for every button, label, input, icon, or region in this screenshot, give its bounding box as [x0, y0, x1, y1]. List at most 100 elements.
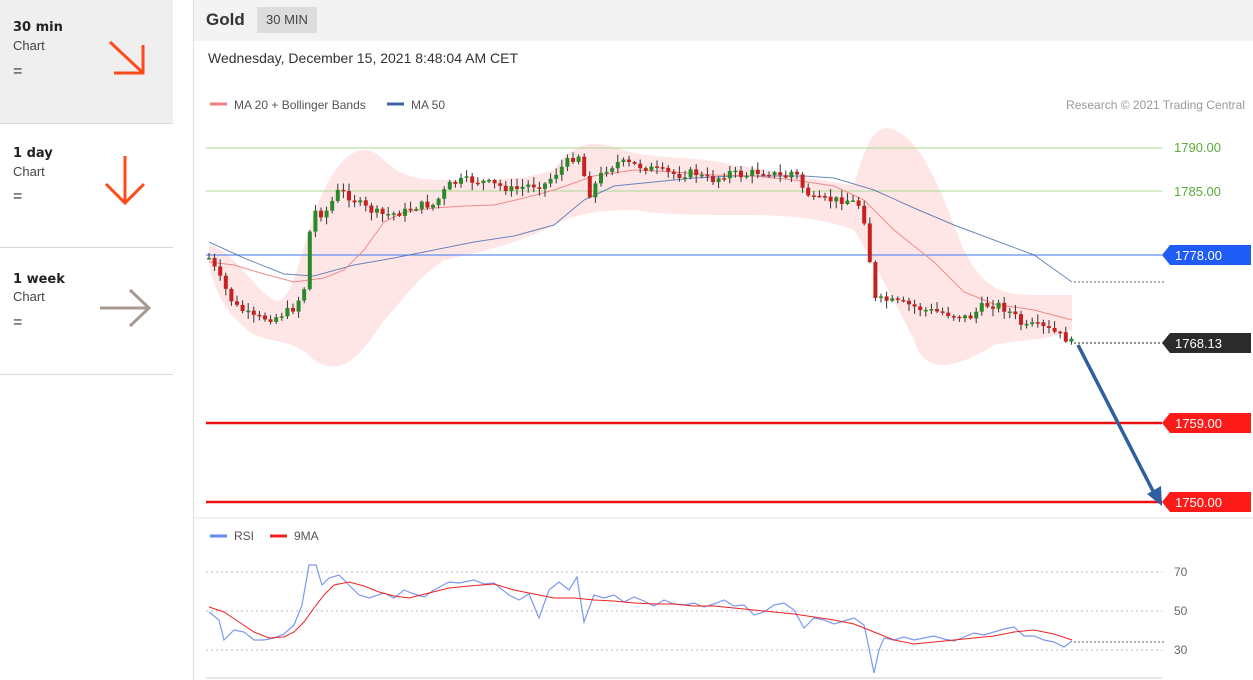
- candle-body: [212, 257, 217, 267]
- candle-body: [800, 174, 805, 188]
- candle-body: [274, 317, 279, 322]
- candle-body: [604, 171, 609, 174]
- ma50-legend-label: MA 50: [411, 98, 445, 112]
- candle-body: [1007, 311, 1012, 314]
- candle-body: [207, 257, 211, 260]
- candle-body: [268, 319, 273, 322]
- candle-body: [531, 184, 536, 188]
- candle-body: [823, 196, 827, 198]
- sidebar-item-1week[interactable]: 1 week Chart =: [0, 248, 173, 375]
- candle-body: [621, 159, 626, 162]
- candle-body: [884, 296, 889, 301]
- candle-body: [711, 175, 715, 183]
- sidebar-period-label: 30 min: [13, 20, 63, 35]
- candle-body: [940, 311, 945, 313]
- candle-body: [229, 288, 234, 302]
- candle-body: [839, 197, 844, 204]
- rsi-tick-30: 30: [1174, 643, 1188, 657]
- candle-body: [324, 210, 329, 218]
- candle-body: [335, 189, 340, 201]
- candle-body: [968, 315, 973, 319]
- candle-body: [727, 170, 732, 179]
- candle-body: [811, 195, 816, 197]
- candle-body: [537, 187, 542, 189]
- candle-body: [655, 166, 659, 168]
- candle-body: [957, 316, 962, 319]
- candle-body: [671, 171, 676, 174]
- candle-body: [991, 306, 995, 309]
- candle-body: [571, 158, 575, 162]
- candle-body: [285, 307, 290, 317]
- interval-badge[interactable]: 30 MIN: [257, 7, 317, 33]
- candle-body: [425, 201, 430, 208]
- candle-body: [431, 204, 435, 208]
- chart-panel: Gold 30 MIN Wednesday, December 15, 2021…: [193, 0, 1253, 680]
- candle-body: [576, 156, 581, 162]
- candle-body: [1035, 322, 1040, 324]
- sidebar-item-1day[interactable]: 1 day Chart =: [0, 124, 173, 248]
- candle-body: [660, 167, 665, 169]
- candle-body: [666, 167, 671, 172]
- candle-body: [851, 200, 855, 202]
- sidebar-period-label: 1 week: [13, 272, 65, 287]
- candle-body: [627, 159, 631, 163]
- candle-body: [783, 175, 788, 178]
- candle-body: [722, 178, 727, 180]
- arrow-down-icon: [104, 156, 146, 206]
- sidebar-item-30min[interactable]: 30 min Chart =: [0, 0, 173, 124]
- candle-body: [951, 316, 956, 318]
- candle-body: [442, 189, 447, 199]
- candle-body: [487, 179, 491, 182]
- candle-body: [509, 186, 514, 192]
- candle-body: [895, 298, 900, 300]
- sidebar-period-label: 1 day: [13, 146, 53, 161]
- candle-body: [1024, 323, 1029, 326]
- candle-body: [744, 175, 749, 178]
- candle-body: [347, 191, 351, 201]
- candle-body: [946, 312, 951, 317]
- candle-body: [795, 171, 799, 175]
- candle-body: [705, 174, 710, 177]
- candle-body: [492, 179, 497, 184]
- candle-body: [828, 196, 833, 202]
- candle-body: [464, 176, 469, 178]
- research-credit: Research © 2021 Trading Central: [1066, 98, 1245, 112]
- candle-body: [520, 186, 525, 189]
- candle-body: [599, 172, 603, 184]
- candle-body: [587, 176, 592, 198]
- candle-body: [778, 172, 783, 176]
- candle-body: [789, 171, 794, 178]
- price-chart[interactable]: MA 20 + Bollinger Bands MA 50 Research ©…: [194, 0, 1253, 680]
- candle-body: [879, 296, 883, 298]
- candle-body: [279, 316, 284, 318]
- candle-body: [554, 174, 559, 179]
- candle-body: [739, 170, 743, 178]
- candle-body: [643, 168, 648, 171]
- forecast-arrow-head: [1147, 486, 1162, 506]
- last-price-label: 1768.13: [1175, 336, 1222, 351]
- candle-body: [593, 183, 598, 198]
- candle-body: [862, 205, 867, 224]
- sidebar-chart-label: Chart: [13, 289, 45, 304]
- arrow-down-right-icon: [108, 40, 145, 75]
- support1-label: 1759.00: [1175, 416, 1222, 431]
- sidebar-chart-label: Chart: [13, 38, 45, 53]
- candle-body: [1030, 322, 1035, 324]
- candle-body: [403, 208, 407, 216]
- rsi-tick-70: 70: [1174, 565, 1188, 579]
- ma20-legend-label: MA 20 + Bollinger Bands: [234, 98, 366, 112]
- candle-body: [419, 201, 424, 209]
- candle-body: [1058, 331, 1063, 334]
- candle-body: [677, 173, 682, 179]
- candle-body: [246, 310, 251, 313]
- candle-body: [632, 162, 637, 164]
- candle-body: [358, 200, 363, 203]
- candle-body: [408, 208, 413, 211]
- candle-body: [218, 266, 223, 276]
- candle-body: [470, 176, 475, 183]
- candle-body: [610, 168, 615, 172]
- candle-body: [755, 169, 760, 175]
- candle-body: [515, 186, 519, 189]
- ma20-line: [208, 169, 1073, 321]
- candle-body: [559, 166, 564, 175]
